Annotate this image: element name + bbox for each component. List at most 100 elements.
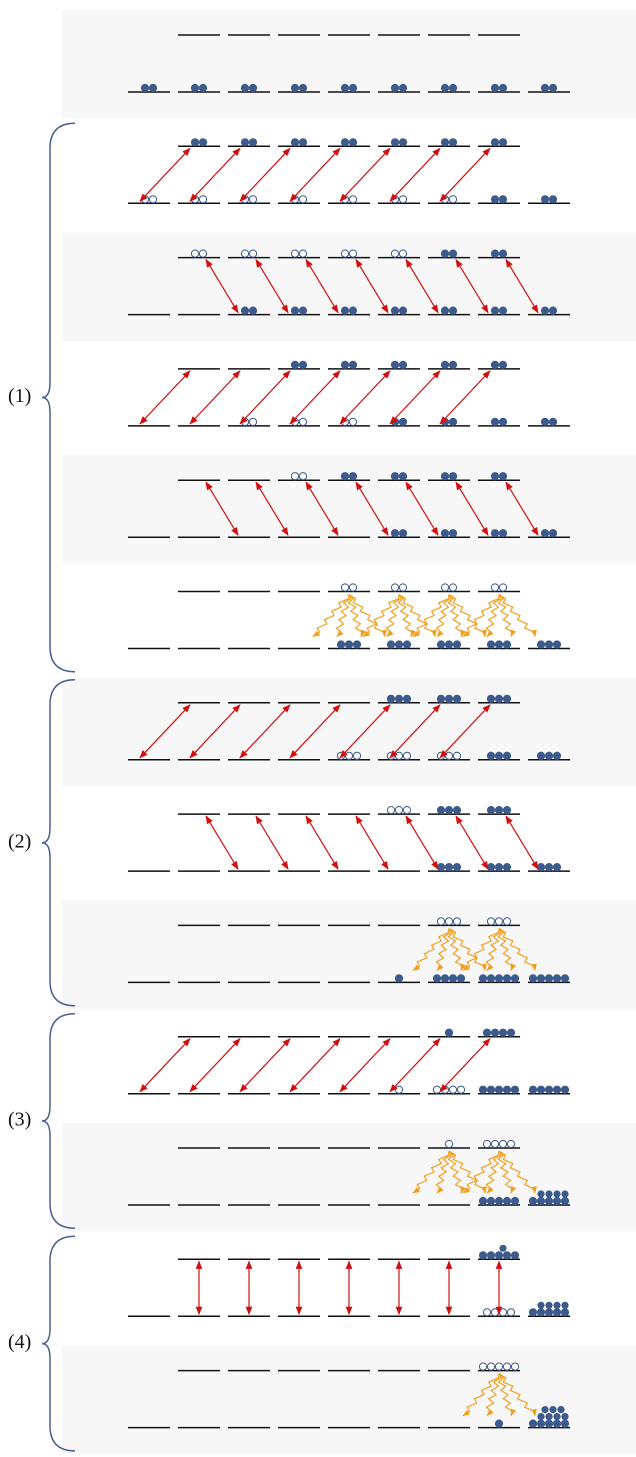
atom: [452, 694, 462, 703]
pump-arrow: [355, 481, 389, 536]
decay-arrow: [448, 593, 487, 638]
pump-arrow: [205, 258, 239, 314]
atom: [510, 1085, 520, 1094]
hole: [394, 1085, 404, 1094]
decay-arrow: [485, 928, 502, 971]
pump-arrow: [339, 370, 391, 425]
decay-arrow: [412, 1150, 450, 1194]
decay-arrow: [497, 594, 517, 638]
decay-arrow: [447, 1150, 467, 1194]
pump-arrow: [355, 258, 389, 314]
atom: [536, 1308, 546, 1317]
hole: [298, 472, 308, 481]
atom: [561, 1190, 569, 1198]
atom: [498, 472, 508, 481]
decay-arrow: [485, 1373, 502, 1417]
atom: [452, 863, 462, 872]
decay-arrow: [397, 594, 417, 638]
atom: [548, 83, 558, 93]
hole: [348, 583, 358, 592]
atom: [352, 640, 362, 649]
decay-arrow: [447, 594, 467, 638]
decay-arrow: [462, 1150, 500, 1194]
atom: [544, 640, 554, 649]
atom: [448, 529, 458, 538]
atom: [340, 306, 350, 315]
atom: [348, 472, 358, 481]
pump-arrow: [339, 704, 391, 759]
decay-arrow: [385, 594, 402, 638]
atom: [490, 417, 500, 426]
atom: [290, 360, 300, 369]
atom: [390, 306, 400, 315]
atom: [478, 1251, 488, 1260]
hole: [490, 583, 500, 592]
atom: [498, 195, 508, 204]
atom: [348, 138, 358, 147]
atom: [248, 83, 258, 93]
hole: [348, 195, 358, 204]
pump-arrow: [255, 481, 289, 536]
group-label: (1): [8, 385, 31, 407]
pump-arrow: [439, 1038, 491, 1093]
atom: [394, 974, 404, 983]
pump-arrow: [339, 147, 391, 202]
atom: [544, 1196, 554, 1206]
pump-arrow: [289, 370, 341, 425]
atom: [498, 306, 508, 315]
atom: [448, 249, 458, 258]
atom: [502, 640, 512, 649]
atom: [490, 195, 500, 204]
atom: [498, 138, 508, 147]
hole: [486, 1362, 496, 1371]
hole: [494, 917, 504, 926]
atom: [348, 83, 358, 93]
atom: [340, 472, 350, 481]
atom: [502, 1251, 512, 1260]
atom: [478, 1085, 488, 1094]
atom: [148, 83, 158, 93]
atom: [248, 306, 258, 315]
atom: [552, 640, 562, 649]
decay-arrow: [435, 594, 452, 638]
hole: [190, 249, 200, 258]
atom: [486, 806, 496, 815]
atom: [298, 83, 308, 93]
atom: [402, 640, 412, 649]
atom: [544, 751, 554, 760]
atom: [498, 1028, 508, 1037]
atom: [528, 1196, 538, 1206]
hole: [386, 806, 396, 815]
atom: [502, 751, 512, 760]
hole: [290, 472, 300, 481]
pump-arrow: [139, 704, 191, 759]
hole: [248, 195, 258, 204]
atom: [499, 1244, 507, 1252]
atom: [490, 1028, 500, 1037]
pump-arrow: [505, 815, 539, 870]
atom: [510, 974, 520, 983]
decay-arrow: [497, 927, 517, 972]
atom: [298, 138, 308, 147]
atom: [448, 417, 458, 426]
group-label: (2): [8, 830, 31, 852]
pump-arrow: [189, 147, 241, 202]
atom: [494, 974, 504, 983]
hole: [198, 195, 208, 204]
atom: [561, 1301, 569, 1309]
decay-arrow: [347, 594, 367, 638]
atom: [398, 360, 408, 369]
pump-arrow: [355, 815, 389, 870]
atom: [240, 138, 250, 147]
decay-arrow: [412, 594, 450, 638]
atom: [494, 751, 504, 760]
atom: [398, 306, 408, 315]
atom: [390, 529, 400, 538]
decay-arrow: [498, 927, 537, 972]
atom: [490, 306, 500, 315]
hole: [390, 249, 400, 258]
hole: [394, 751, 404, 760]
atom: [494, 694, 504, 703]
panel-bg: [62, 677, 636, 787]
atom: [452, 640, 462, 649]
